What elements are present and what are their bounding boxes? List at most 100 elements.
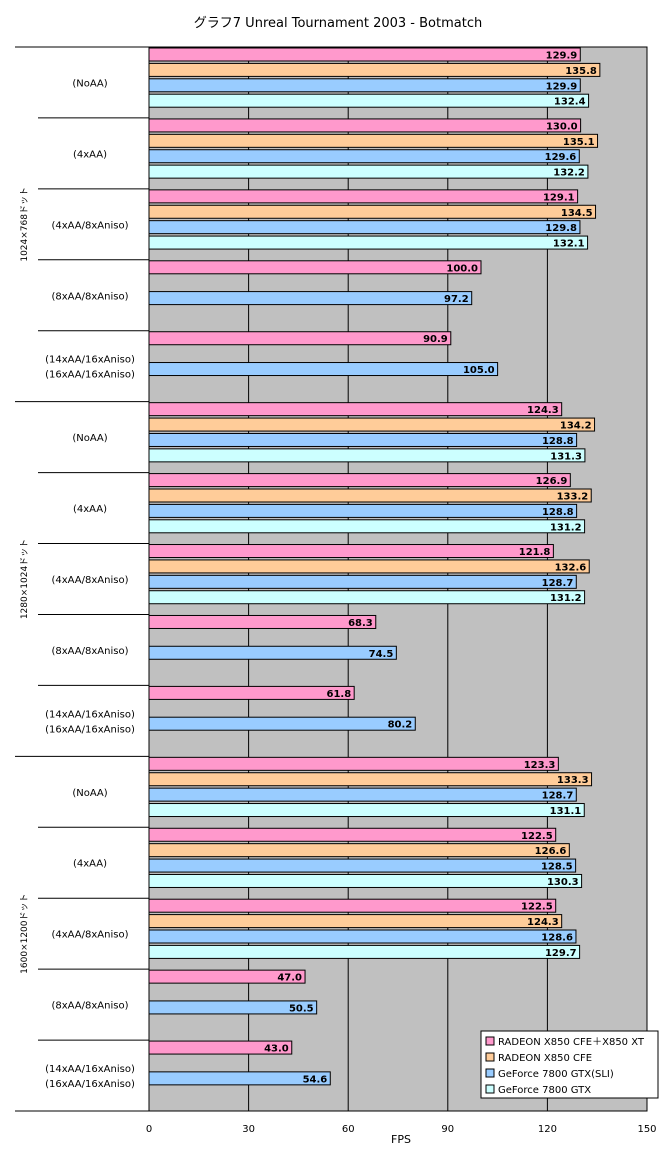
data-label: 122.5 (521, 902, 553, 913)
x-tick-label: 30 (242, 1124, 255, 1135)
bar (148, 432, 578, 447)
bar (148, 235, 589, 250)
data-label: 130.3 (547, 877, 579, 888)
data-label: 80.2 (388, 720, 413, 731)
category-label: (4xAA) (73, 149, 107, 160)
data-label: 131.2 (550, 522, 582, 533)
bar (148, 716, 416, 731)
bar (148, 944, 581, 959)
bar (148, 756, 559, 771)
bar (148, 858, 577, 873)
category-label: (8xAA/8xAniso) (52, 646, 129, 657)
data-label: 132.1 (553, 239, 585, 250)
x-tick-label: 90 (441, 1124, 454, 1135)
category-label: (NoAA) (72, 433, 107, 444)
bar (148, 78, 581, 93)
data-label: 129.1 (543, 192, 575, 203)
bar (148, 645, 397, 660)
bar (148, 503, 578, 518)
data-label: 47.0 (277, 973, 302, 984)
legend-label: GeForce 7800 GTX(SLI) (498, 1069, 614, 1080)
bar (148, 402, 563, 417)
data-label: 129.7 (545, 948, 577, 959)
bar (148, 362, 499, 377)
category-label: (16xAA/16xAniso) (45, 1079, 135, 1090)
data-label: 128.6 (541, 933, 573, 944)
data-label: 128.7 (542, 791, 574, 802)
bar (148, 559, 590, 574)
bars (148, 47, 601, 1086)
data-label: 131.3 (550, 451, 582, 462)
bar (148, 685, 355, 700)
x-axis-title: FPS (391, 1133, 411, 1146)
bar (148, 914, 563, 929)
x-tick-label: 150 (637, 1124, 656, 1135)
x-tick-label: 0 (146, 1124, 152, 1135)
bar (148, 1000, 318, 1015)
data-label: 132.2 (553, 168, 585, 179)
group-label: 1024×768ドット (20, 187, 30, 262)
data-label: 128.5 (541, 862, 573, 873)
bar (148, 614, 377, 629)
bar (148, 204, 597, 219)
data-label: 129.9 (546, 81, 578, 92)
bar (148, 118, 582, 133)
bar (148, 787, 577, 802)
x-tick-label: 60 (342, 1124, 355, 1135)
data-label: 121.8 (519, 547, 551, 558)
data-label: 128.8 (542, 436, 574, 447)
bar (148, 772, 593, 787)
data-label: 124.3 (527, 917, 559, 928)
data-label: 43.0 (264, 1044, 289, 1055)
bar (148, 164, 589, 179)
data-label: 97.2 (444, 294, 469, 305)
data-label: 133.3 (557, 775, 589, 786)
category-label: (4xAA/8xAniso) (52, 930, 129, 941)
category-label: (16xAA/16xAniso) (45, 724, 135, 735)
bar (148, 803, 585, 818)
legend-swatch (485, 1068, 495, 1078)
category-label: (14xAA/16xAniso) (45, 355, 135, 366)
bar (148, 220, 581, 235)
data-label: 133.2 (557, 492, 589, 503)
data-label: 100.0 (446, 263, 478, 274)
bar (148, 929, 577, 944)
data-label: 126.6 (535, 846, 567, 857)
data-label: 61.8 (326, 689, 351, 700)
bar (148, 133, 599, 148)
data-label: 134.5 (561, 208, 593, 219)
data-label: 54.6 (303, 1074, 328, 1085)
bar (148, 291, 473, 306)
data-label: 135.1 (563, 137, 595, 148)
data-label: 128.8 (542, 507, 574, 518)
value-labels: 129.9 135.8 129.9 132.4 130.0 135.1 129.6 132.2… (264, 51, 597, 1086)
category-label: (NoAA) (72, 788, 107, 799)
category-label: (16xAA/16xAniso) (45, 370, 135, 381)
x-tick-label: 120 (538, 1124, 557, 1135)
bar (148, 827, 557, 842)
category-label: (4xAA/8xAniso) (52, 220, 129, 231)
bar (148, 93, 590, 108)
data-label: 130.0 (546, 121, 578, 132)
bar (148, 519, 586, 534)
category-label: (14xAA/16xAniso) (45, 709, 135, 720)
data-label: 122.5 (521, 831, 553, 842)
legend-swatch (485, 1052, 495, 1062)
bar (148, 473, 571, 488)
category-label: (4xAA/8xAniso) (52, 575, 129, 586)
legend-label: RADEON X850 CFE (498, 1053, 592, 1064)
category-label: (8xAA/8xAniso) (52, 291, 129, 302)
bar (148, 574, 577, 589)
bar (148, 898, 557, 913)
bar (148, 488, 592, 503)
category-label: (14xAA/16xAniso) (45, 1064, 135, 1075)
bar (148, 1071, 331, 1086)
bar (148, 189, 579, 204)
bar (148, 331, 452, 346)
data-label: 129.9 (546, 51, 578, 62)
bar (148, 843, 570, 858)
legend: RADEON X850 CFE＋X850 XT RADEON X850 CFE Ge… (480, 1030, 659, 1099)
data-label: 131.1 (550, 806, 582, 817)
data-label: 74.5 (369, 649, 394, 660)
data-label: 50.5 (289, 1003, 314, 1014)
